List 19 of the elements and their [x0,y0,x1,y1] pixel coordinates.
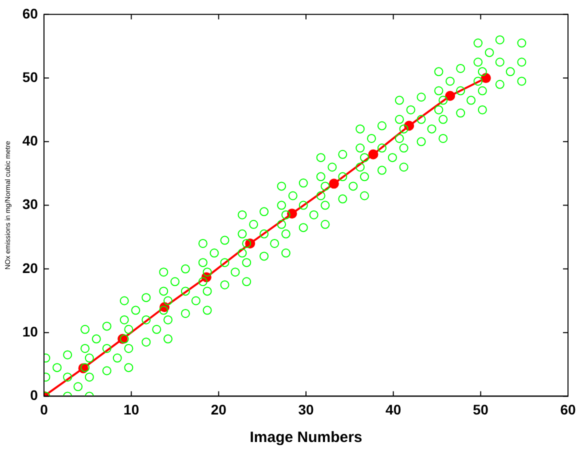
point [328,178,339,189]
y-tick-label: 0 [30,387,38,404]
x-tick-label: 0 [40,401,48,418]
x-tick-label: 60 [560,401,576,418]
x-tick-label: 20 [210,401,227,418]
y-tick-label: 20 [22,260,38,276]
y-tick-label: 60 [22,5,38,22]
y-tick-label: 30 [22,196,38,212]
x-tick-label: 10 [124,401,140,418]
point [368,149,378,160]
y-tick-label: 40 [22,132,38,149]
y-tick-label: 10 [22,323,38,340]
x-tick-label: 30 [298,401,314,418]
x-axis-title: Image Numbers [250,429,362,446]
y-tick-label: 50 [22,68,38,85]
x-tick-label: 50 [472,401,489,418]
x-tick-label: 40 [386,401,402,418]
point [445,90,456,101]
point [480,73,491,84]
